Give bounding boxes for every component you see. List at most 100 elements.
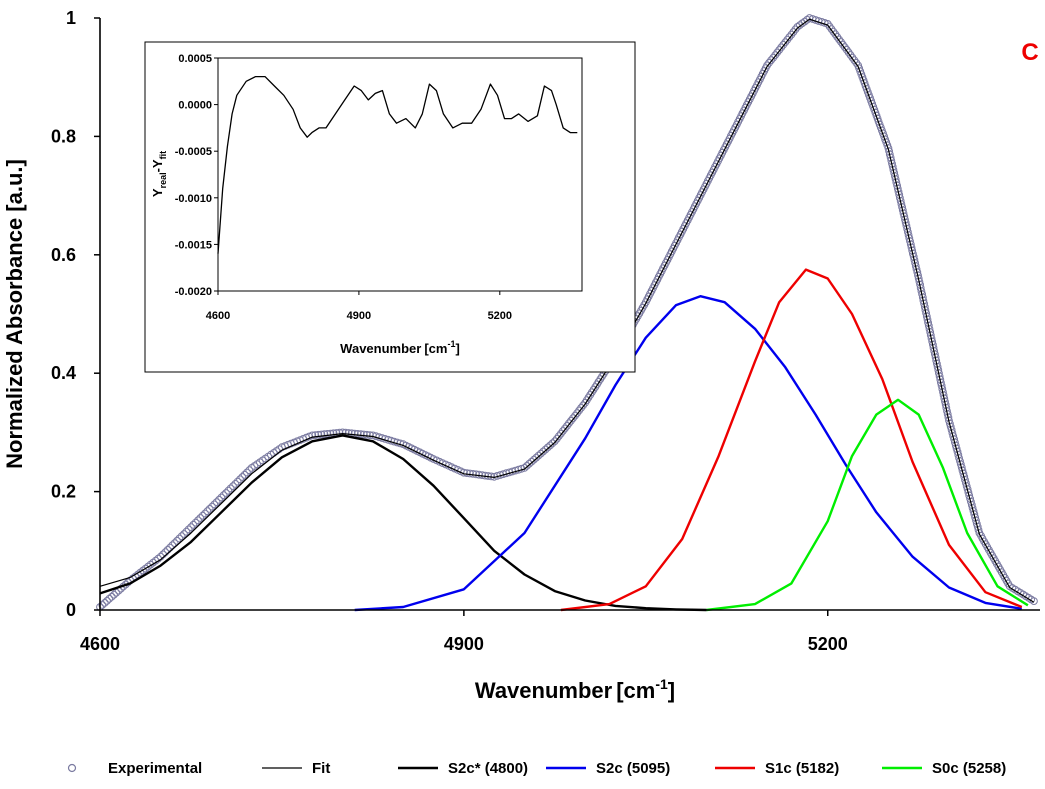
experimental-point (362, 430, 371, 439)
x-tick-label: 5200 (808, 634, 848, 654)
experimental-point (222, 489, 230, 497)
experimental-point (532, 453, 541, 462)
x-tick-label: 4900 (444, 634, 484, 654)
experimental-point (575, 406, 583, 415)
experimental-point (555, 432, 563, 441)
experimental-point (763, 61, 771, 70)
experimental-point (840, 43, 849, 52)
inset-y-title-main: Y (150, 188, 165, 197)
experimental-point (827, 25, 836, 34)
experimental-point (194, 516, 202, 525)
experimental-point (1030, 597, 1038, 606)
experimental-point (212, 498, 221, 507)
x-axis-title-unit-post: ] (668, 678, 675, 703)
experimental-point (553, 434, 561, 443)
experimental-point (187, 523, 195, 531)
experimental-point (177, 532, 186, 541)
experimental-point (829, 27, 838, 36)
experimental-point (789, 28, 798, 36)
experimental-point (308, 431, 317, 440)
inset-y-tick-label: -0.0005 (175, 146, 212, 158)
experimental-point (839, 40, 847, 49)
main-ticks-group: 4600 4900 5200 0 0.2 0.4 0.6 0.8 1 (51, 8, 848, 654)
experimental-point (208, 502, 216, 511)
legend-label-fit: Fit (312, 760, 330, 777)
experimental-point (573, 409, 581, 418)
experimental-point (203, 507, 212, 516)
panel-label: C (1021, 39, 1038, 66)
experimental-point (833, 33, 842, 41)
experimental-point (783, 35, 792, 44)
experimental-point (356, 430, 365, 439)
experimental-point (191, 518, 200, 527)
series-line-s1c-5182 (560, 268, 1023, 612)
inset-x-axis-title: Wavenumber [cm-1] (340, 339, 460, 356)
y-tick-label: 0.8 (51, 126, 76, 146)
y-tick-label: 1 (66, 8, 76, 28)
experimental-point (769, 53, 778, 62)
y-tick-label: 0.2 (51, 482, 76, 502)
experimental-point (550, 437, 559, 446)
experimental-point (785, 33, 794, 41)
experimental-point (536, 449, 545, 458)
inset-plot: 4600 4900 5200 0.0005 0.0000 -0.0005 -0.0010 -0… (144, 41, 636, 373)
inset-plot-area (217, 57, 583, 292)
experimental-point (224, 486, 233, 495)
experimental-point (559, 427, 567, 435)
experimental-point (777, 43, 786, 52)
inset-y-title-sub2: fit (158, 151, 168, 160)
inset-y-tick-label: -0.0010 (175, 193, 212, 205)
experimental-point (569, 414, 577, 423)
experimental-point (170, 539, 179, 547)
legend-label-s2c-4800: S2c* (4800) (448, 760, 528, 777)
experimental-point (359, 430, 368, 439)
experimental-point (146, 560, 155, 569)
experimental-point (835, 35, 843, 44)
legend-label-s0c-5258: S0c (5258) (932, 760, 1006, 777)
inset-y-axis-title: Yreal-Yfit (150, 151, 168, 197)
inset-y-tick-label: 0.0000 (178, 100, 212, 112)
experimental-point (546, 441, 555, 450)
experimental-point (577, 404, 585, 412)
experimental-point (846, 51, 855, 59)
experimental-point (791, 25, 800, 34)
inset-x-tick-label: 4900 (347, 310, 371, 322)
experimental-point (173, 536, 181, 545)
experimental-point (534, 451, 543, 460)
experimental-point (767, 56, 775, 65)
experimental-point (825, 22, 834, 31)
experimental-point (831, 30, 840, 39)
x-axis-title: Wavenumber [cm-1] (475, 676, 675, 703)
experimental-point (571, 411, 579, 420)
experimental-point (466, 469, 474, 478)
experimental-point (196, 514, 205, 522)
experimental-point (320, 430, 329, 439)
experimental-point (243, 468, 251, 477)
experimental-point (144, 562, 152, 571)
series-line-s2c-5095 (354, 295, 1022, 612)
experimental-point (103, 597, 111, 605)
experimental-point (781, 38, 790, 47)
experimental-point (837, 38, 845, 46)
x-axis-title-main: Wavenumber (475, 678, 613, 703)
experimental-point (240, 470, 249, 479)
inset-x-tick-label: 5200 (488, 310, 512, 322)
experimental-point (236, 475, 244, 484)
experimental-point (198, 511, 207, 520)
inset-ticks-group: 4600 4900 5200 0.0005 0.0000 -0.0005 -0.0010 -0… (175, 53, 512, 322)
experimental-point (787, 30, 796, 39)
experimental-point (110, 590, 118, 599)
experimental-point (182, 527, 191, 536)
experimental-point (245, 466, 254, 475)
y-tick-label: 0 (66, 600, 76, 620)
inset-y-tick-label: 0.0005 (178, 53, 212, 65)
experimental-point (771, 51, 780, 59)
inset-x-axis-title-unit-sup: -1 (447, 339, 455, 349)
experimental-point (217, 493, 226, 502)
inset-x-tick-label: 4600 (206, 310, 230, 322)
experimental-point (541, 445, 550, 454)
experimental-point (311, 431, 320, 440)
legend-label-experimental: Experimental (108, 760, 202, 777)
experimental-point (793, 23, 802, 31)
inset-y-title-mid: -Y (150, 159, 165, 172)
